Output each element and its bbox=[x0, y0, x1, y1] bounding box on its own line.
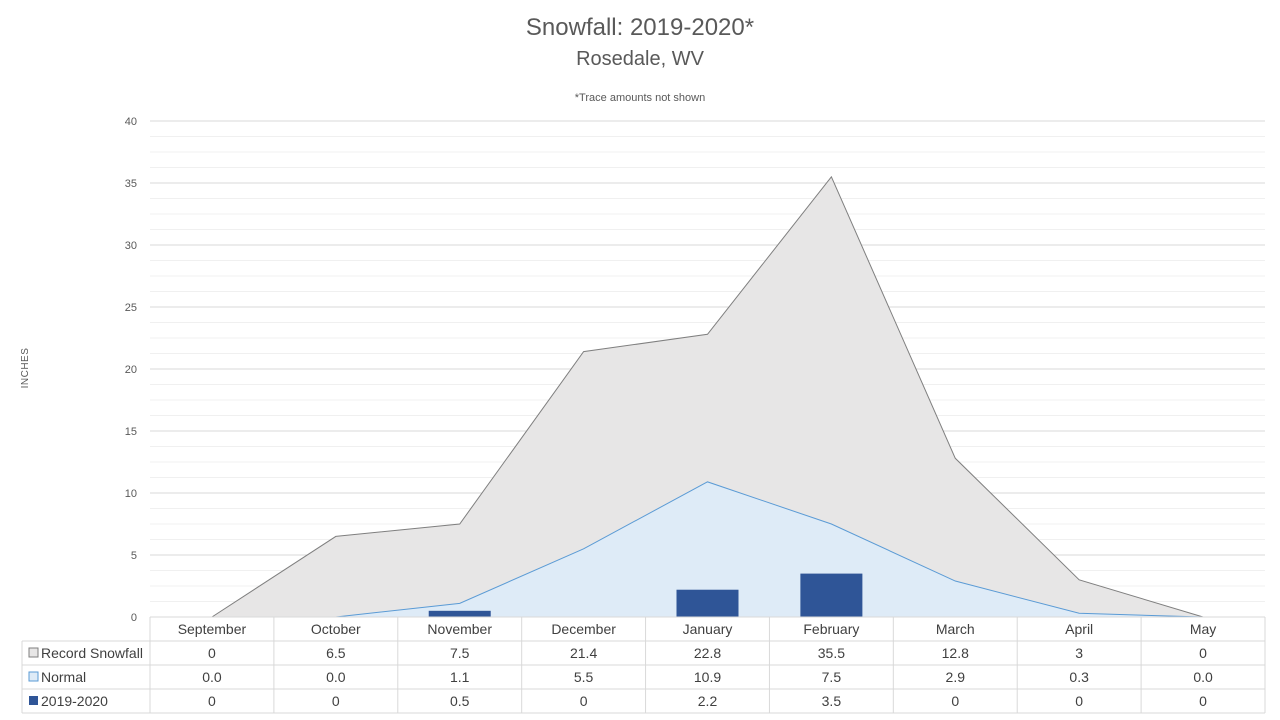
y-tick-label: 20 bbox=[125, 364, 137, 376]
x-category-label: December bbox=[551, 621, 616, 637]
legend-key bbox=[29, 696, 38, 705]
data-label: 22.8 bbox=[694, 645, 721, 661]
data-label: 2.9 bbox=[946, 669, 966, 685]
data-label: 0.0 bbox=[326, 669, 346, 685]
y-axis-label: INCHES bbox=[20, 348, 31, 389]
legend-entry: Record Snowfall bbox=[41, 645, 143, 661]
data-label: 6.5 bbox=[326, 645, 346, 661]
x-category-label: February bbox=[803, 621, 859, 637]
data-label: 12.8 bbox=[942, 645, 969, 661]
line-normal bbox=[211, 481, 1204, 618]
data-label: 0 bbox=[208, 645, 216, 661]
data-label: 0.0 bbox=[202, 669, 222, 685]
legend-key bbox=[28, 671, 39, 682]
data-label: 0 bbox=[1199, 645, 1207, 661]
data-label: 0.0 bbox=[1193, 669, 1213, 685]
data-label: 5.5 bbox=[574, 669, 594, 685]
data-label: 7.5 bbox=[822, 669, 842, 685]
bar-february bbox=[800, 573, 863, 617]
x-category-label: September bbox=[178, 621, 247, 637]
data-label: 35.5 bbox=[818, 645, 845, 661]
bar-series bbox=[428, 573, 863, 617]
area-normal bbox=[211, 481, 1204, 617]
data-table: September October November December January F… bbox=[21, 616, 1266, 714]
area-record-snowfall bbox=[211, 176, 1204, 618]
y-tick-label: 10 bbox=[125, 488, 137, 500]
x-category-label: October bbox=[311, 621, 361, 637]
data-label: 3.5 bbox=[822, 693, 842, 709]
bar-november bbox=[428, 610, 491, 617]
line-record-snowfall bbox=[211, 175, 1204, 618]
x-category-label: January bbox=[683, 621, 733, 637]
area-series bbox=[211, 175, 1204, 618]
bar-january bbox=[676, 589, 739, 617]
chart-title: Snowfall: 2019-2020* bbox=[526, 14, 754, 41]
x-category-label: March bbox=[936, 621, 975, 637]
data-label: 0 bbox=[1075, 693, 1083, 709]
data-label: 10.9 bbox=[694, 669, 721, 685]
data-label: 2.2 bbox=[698, 693, 718, 709]
legend-entry: Normal bbox=[41, 669, 86, 685]
x-category-label: November bbox=[427, 621, 492, 637]
y-tick-label: 30 bbox=[125, 240, 137, 252]
data-label: 3 bbox=[1075, 645, 1083, 661]
data-label: 0.3 bbox=[1069, 669, 1089, 685]
data-label: 0.5 bbox=[450, 693, 470, 709]
data-label: 0 bbox=[332, 693, 340, 709]
y-tick-label: 0 bbox=[131, 612, 137, 624]
y-axis-ticks: 0 5 10 15 20 25 30 35 40 bbox=[125, 116, 137, 624]
legend-key bbox=[28, 647, 39, 658]
y-tick-label: 35 bbox=[125, 178, 137, 190]
y-tick-label: 5 bbox=[131, 550, 137, 562]
legend-entry: 2019-2020 bbox=[41, 693, 108, 709]
x-category-label: May bbox=[1190, 621, 1216, 637]
data-label: 0 bbox=[208, 693, 216, 709]
y-tick-label: 25 bbox=[125, 302, 137, 314]
x-category-label: April bbox=[1065, 621, 1093, 637]
chart-note: *Trace amounts not shown bbox=[575, 92, 705, 104]
data-label: 0 bbox=[951, 693, 959, 709]
data-label: 21.4 bbox=[570, 645, 597, 661]
y-tick-label: 40 bbox=[125, 116, 137, 128]
data-label: 1.1 bbox=[450, 669, 470, 685]
data-label: 0 bbox=[580, 693, 588, 709]
chart-subtitle: Rosedale, WV bbox=[576, 48, 704, 70]
data-label: 7.5 bbox=[450, 645, 470, 661]
y-tick-label: 15 bbox=[125, 426, 137, 438]
data-label: 0 bbox=[1199, 693, 1207, 709]
